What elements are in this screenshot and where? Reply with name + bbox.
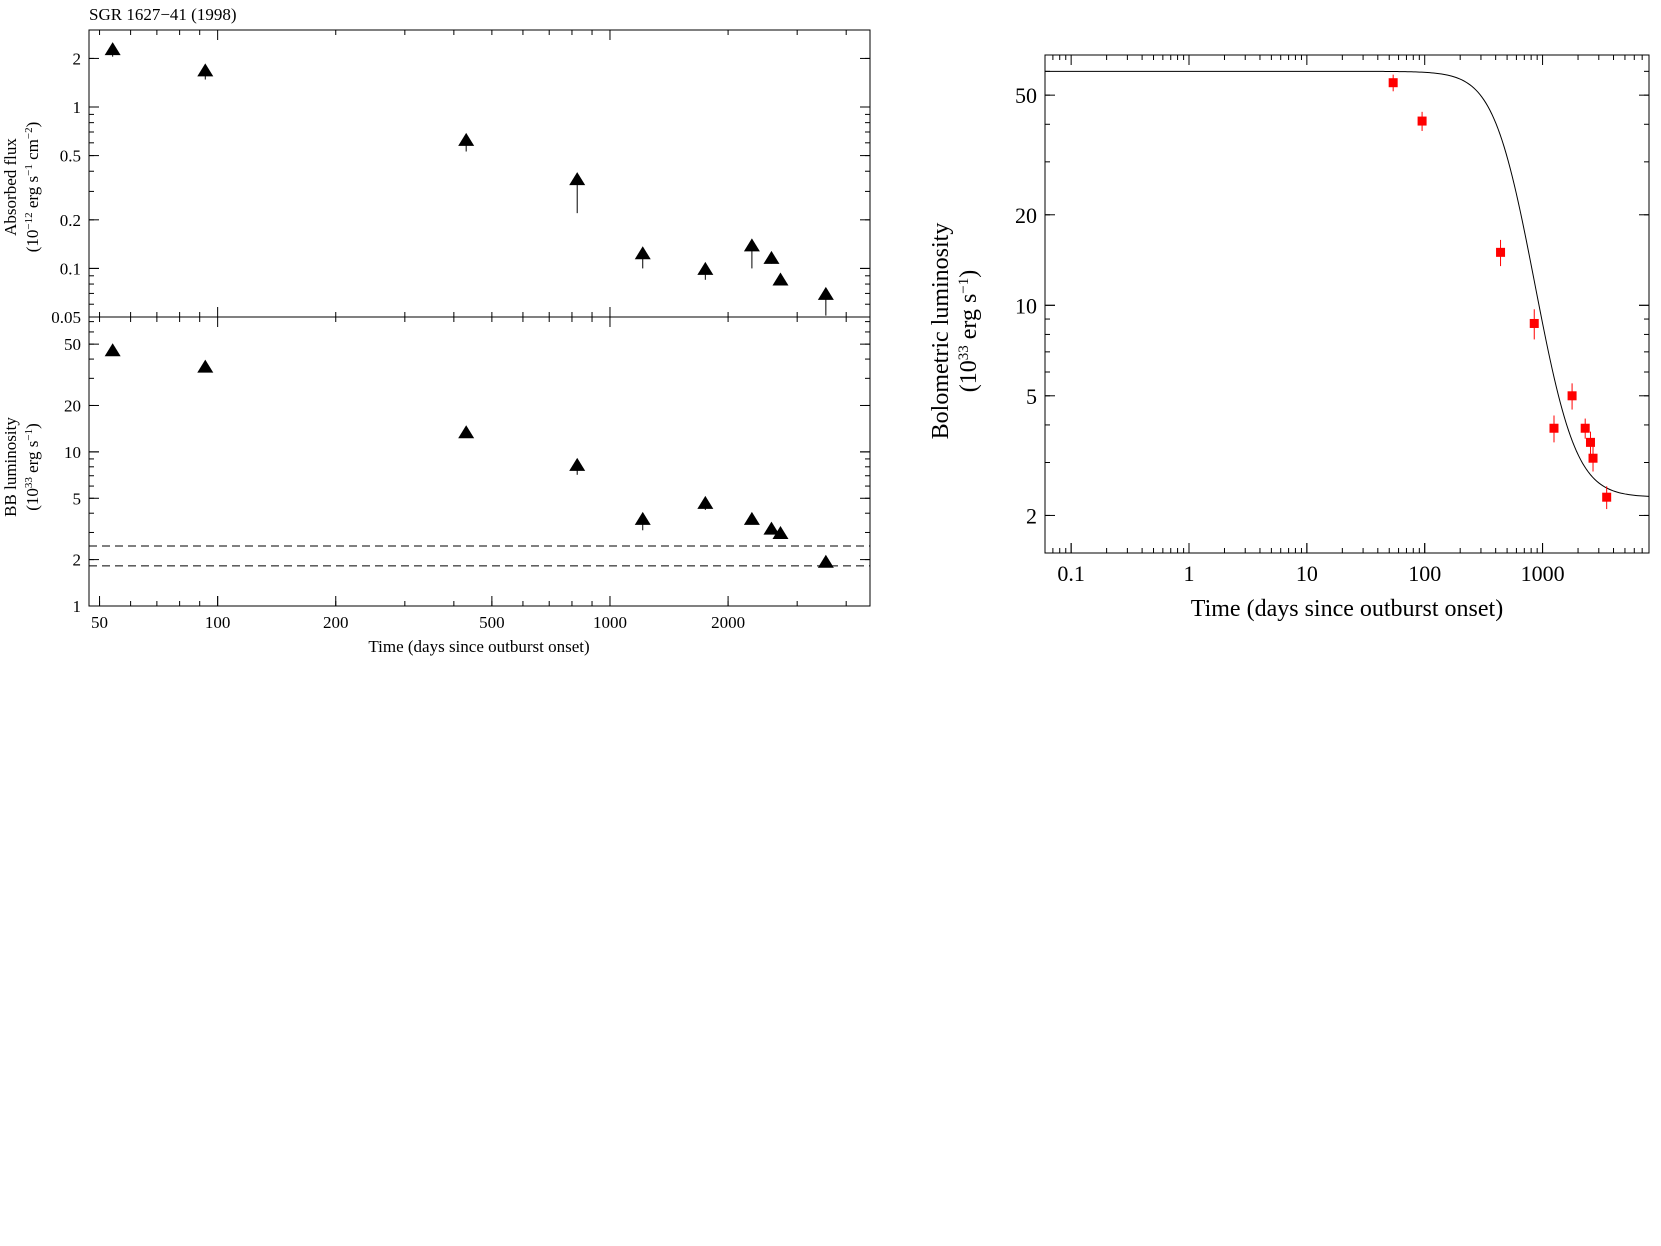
x-tick-label: 100 [1408, 561, 1441, 586]
x-tick-label: 100 [205, 613, 231, 632]
y-axis-label-flux-line2: (10−12 erg s−1 cm−2) [23, 122, 42, 253]
x-axis-label-bb: Time (days since outburst onset) [368, 637, 589, 656]
data-point-triangle [763, 250, 780, 264]
data-point-square [1549, 423, 1559, 433]
plot-frame-bb [88, 316, 871, 607]
y-axis-label-bb-line2: (1033 erg s−1) [23, 423, 42, 511]
data-point-triangle [634, 246, 651, 260]
data-point-triangle [763, 521, 780, 535]
absorbed-flux-panel: SGR 1627−41 (1998) Absorbed flux (10−12 … [1, 5, 871, 327]
x-tick-label: 0.1 [1057, 561, 1085, 586]
y-tick-label: 0.1 [60, 259, 81, 278]
bb-luminosity-panel: BB luminosity (1033 erg s−1) Time (days … [1, 316, 871, 656]
chart-title: SGR 1627−41 (1998) [89, 5, 236, 24]
y-axis-label-bolo-line2: (1033 erg s−1) [956, 270, 982, 393]
y-axis-label-bolo: Bolometric luminosity (1033 erg s−1) [928, 223, 982, 440]
data-point-square [1529, 318, 1539, 328]
x-tick-label: 200 [323, 613, 349, 632]
x-tick-label: 500 [479, 613, 505, 632]
data-point-triangle [772, 525, 789, 539]
data-point-triangle [569, 172, 586, 186]
data-point-triangle [569, 457, 586, 471]
y-axis-label-bb: BB luminosity (1033 erg s−1) [1, 417, 42, 517]
x-tick-label: 50 [91, 613, 108, 632]
data-point-triangle [817, 554, 834, 568]
data-point-square [1388, 78, 1398, 88]
data-point-triangle [104, 343, 121, 357]
data-point-triangle [634, 511, 651, 525]
data-point-triangle [743, 238, 760, 252]
data-point-triangle [197, 359, 214, 373]
y-tick-label: 0.5 [60, 147, 81, 166]
y-axis-label-flux-line1: Absorbed flux [1, 138, 20, 236]
y-tick-label: 5 [1026, 384, 1037, 409]
data-point-triangle [697, 495, 714, 509]
y-tick-label: 2 [73, 551, 82, 570]
data-point-square [1588, 453, 1598, 463]
data-point-triangle [197, 63, 214, 77]
x-tick-label: 1000 [593, 613, 627, 632]
data-point-square [1580, 423, 1590, 433]
data-point-square [1585, 437, 1595, 447]
y-tick-label: 50 [1015, 83, 1037, 108]
data-point-triangle [743, 511, 760, 525]
data-point-triangle [817, 286, 834, 300]
data-point-triangle [104, 42, 121, 56]
model-curve [1045, 70, 1650, 497]
y-tick-label: 1 [73, 98, 82, 117]
x-tick-label: 10 [1296, 561, 1318, 586]
x-tick-label: 1000 [1521, 561, 1565, 586]
bolometric-luminosity-panel: Bolometric luminosity (1033 erg s−1) Tim… [928, 54, 1650, 622]
x-axis-label-bolo: Time (days since outburst onset) [1191, 596, 1503, 622]
data-point-triangle [458, 425, 475, 439]
y-tick-label: 10 [1015, 293, 1037, 318]
y-tick-label: 20 [64, 396, 81, 415]
data-point-triangle [458, 132, 475, 146]
y-tick-label: 0.05 [51, 308, 81, 327]
y-tick-label: 5 [73, 489, 82, 508]
data-point-square [1567, 391, 1577, 401]
y-tick-label: 20 [1015, 203, 1037, 228]
y-tick-label: 2 [1026, 503, 1037, 528]
data-point-triangle [772, 272, 789, 286]
plot-frame-bolo [1044, 54, 1650, 554]
y-tick-label: 2 [73, 49, 82, 68]
y-tick-label: 0.2 [60, 211, 81, 230]
data-point-square [1417, 116, 1427, 126]
y-axis-label-bb-line1: BB luminosity [1, 417, 20, 517]
y-axis-label-flux: Absorbed flux (10−12 erg s−1 cm−2) [1, 122, 42, 253]
y-axis-label-bolo-line1: Bolometric luminosity [928, 223, 954, 440]
x-tick-label: 2000 [711, 613, 745, 632]
data-point-square [1602, 492, 1612, 502]
x-tick-label: 1 [1184, 561, 1195, 586]
y-tick-label: 50 [64, 335, 81, 354]
y-tick-label: 1 [73, 597, 82, 616]
y-tick-label: 10 [64, 443, 81, 462]
data-point-triangle [697, 261, 714, 275]
data-point-square [1496, 247, 1506, 257]
